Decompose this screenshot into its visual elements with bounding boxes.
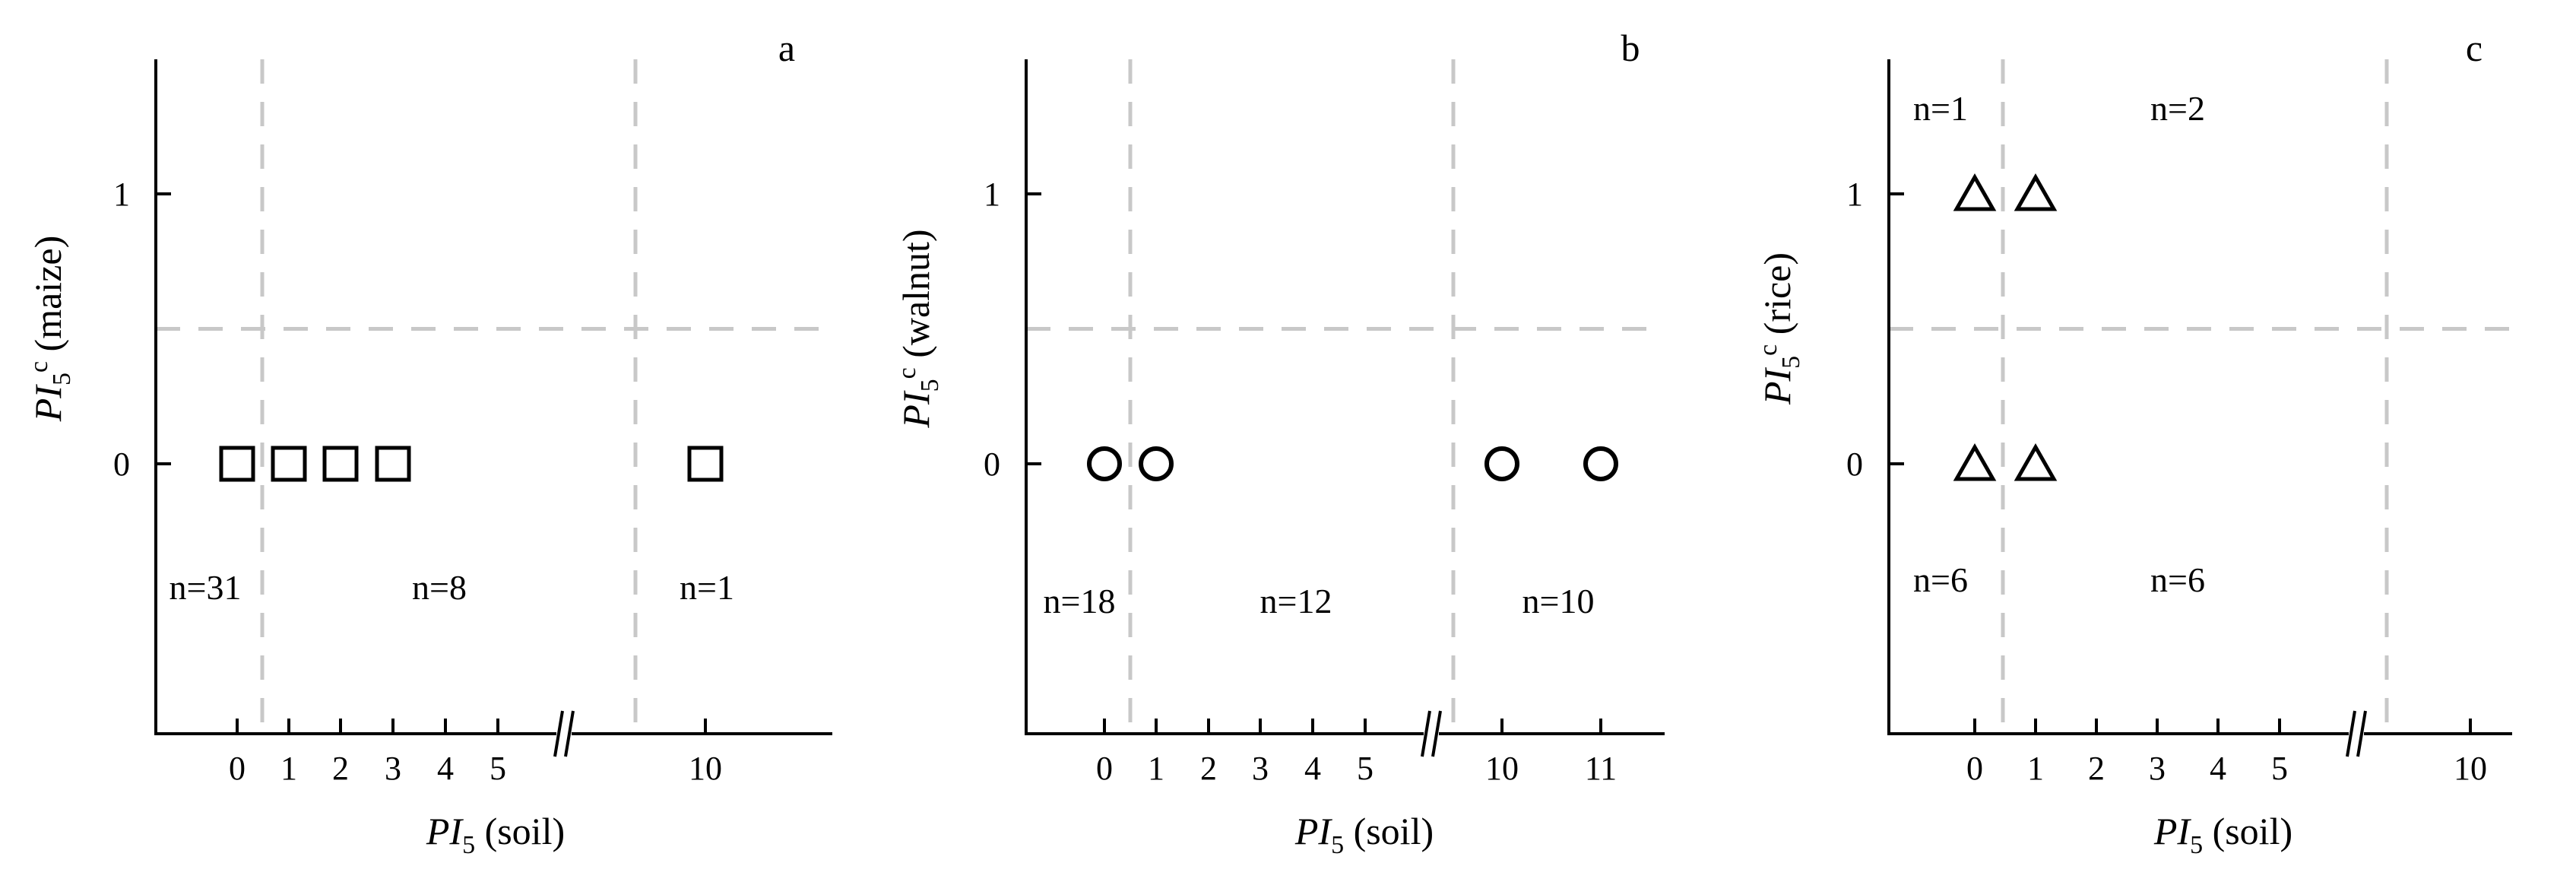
y-tick-label: 0 (1846, 446, 1863, 483)
count-label: n=10 (1522, 582, 1595, 620)
y-axis-label: PI5c (walnut) (893, 229, 944, 428)
data-point-square (375, 446, 411, 482)
data-point-circle (1139, 446, 1174, 481)
x-tick-label: 0 (1966, 750, 1983, 787)
x-tick-label: 0 (1096, 750, 1113, 787)
data-point-circle (1484, 446, 1519, 481)
data-point-triangle (1953, 443, 1997, 481)
x-tick-label: 1 (2027, 750, 2044, 787)
count-label: n=6 (2150, 560, 2205, 599)
x-axis-label: PI5 (soil) (2153, 810, 2292, 859)
panel-label: b (1621, 27, 1640, 69)
panel-label: c (2466, 27, 2483, 69)
count-label: n=8 (412, 568, 467, 607)
x-tick-label: 4 (1304, 750, 1321, 787)
x-tick-label: 2 (1200, 750, 1217, 787)
x-tick-label: 10 (689, 750, 722, 787)
y-tick-label: 1 (984, 176, 1000, 213)
x-tick-label: 5 (2271, 750, 2288, 787)
axis-break-mark (2346, 710, 2356, 757)
data-point-circle (1583, 446, 1618, 481)
data-point-triangle (1953, 173, 1997, 211)
x-tick-label: 10 (2454, 750, 2487, 787)
count-label: n=31 (170, 568, 242, 607)
data-point-circle (1087, 446, 1122, 481)
axis-break-mark (564, 710, 575, 757)
data-point-triangle (2014, 443, 2058, 481)
axis-break-mark (1421, 710, 1431, 757)
count-label: n=1 (1913, 89, 1968, 128)
x-axis-label: PI5 (soil) (426, 810, 565, 859)
count-label: n=1 (680, 568, 734, 607)
data-point-square (322, 446, 359, 482)
axis-break-mark (553, 710, 564, 757)
panel-label: a (778, 27, 795, 69)
y-tick-label: 1 (113, 176, 130, 213)
count-label: n=12 (1260, 582, 1332, 620)
y-tick-label: 0 (113, 446, 130, 483)
y-axis-label: PI5c (maize) (25, 236, 76, 422)
x-tick-label: 0 (229, 750, 246, 787)
x-tick-label: 3 (385, 750, 401, 787)
x-tick-label: 4 (437, 750, 454, 787)
x-tick-label: 10 (1485, 750, 1519, 787)
count-label: n=6 (1913, 560, 1968, 599)
axis-break-mark (1431, 710, 1442, 757)
y-axis-label: PI5c (rice) (1754, 252, 1805, 405)
x-tick-label: 3 (2149, 750, 2166, 787)
x-tick-label: 4 (2210, 750, 2226, 787)
x-tick-label: 2 (2088, 750, 2105, 787)
x-tick-label: 2 (332, 750, 349, 787)
x-tick-label: 11 (1585, 750, 1617, 787)
data-point-triangle (2014, 173, 2058, 211)
x-tick-label: 3 (1252, 750, 1269, 787)
x-axis-label: PI5 (soil) (1294, 810, 1434, 859)
x-tick-label: 5 (490, 750, 506, 787)
x-tick-label: 1 (1148, 750, 1164, 787)
axis-break-mark (2356, 710, 2367, 757)
y-tick-label: 1 (1846, 176, 1863, 213)
count-label: n=18 (1044, 582, 1116, 620)
y-tick-label: 0 (984, 446, 1000, 483)
data-point-square (271, 446, 307, 482)
data-point-square (219, 446, 255, 482)
x-tick-label: 1 (280, 750, 297, 787)
x-tick-label: 5 (1357, 750, 1374, 787)
data-point-square (687, 446, 724, 482)
count-label: n=2 (2150, 89, 2205, 128)
